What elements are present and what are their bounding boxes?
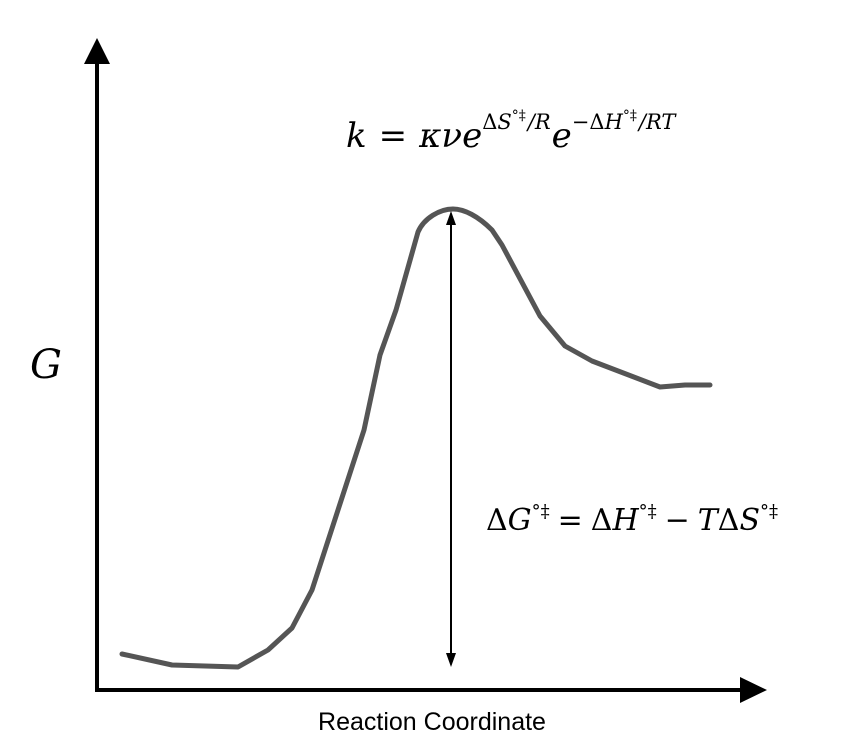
- rate-k: k: [346, 116, 367, 156]
- rate-exp2-tail: /RT: [637, 110, 678, 134]
- rate-equation: k = κνeΔS°‡/Re−ΔH°‡/RT: [346, 108, 677, 156]
- rate-exp1-superscript: °‡: [512, 108, 526, 124]
- gibbs-h-delta: Δ: [591, 503, 613, 538]
- gibbs-h-superscript: °‡: [639, 501, 657, 522]
- gibbs-s-symbol: S: [739, 503, 760, 538]
- x-axis-arrowhead: [740, 677, 767, 703]
- y-axis-arrowhead: [84, 38, 110, 64]
- gibbs-minus: −: [665, 503, 690, 538]
- barrier-arrow-bottom-head: [446, 653, 456, 667]
- x-axis-label: Reaction Coordinate: [318, 708, 546, 736]
- rate-exp2-sign: −: [572, 110, 590, 134]
- gibbs-s-superscript: °‡: [760, 501, 778, 522]
- rate-exp1-delta: Δ: [482, 110, 497, 134]
- barrier-arrow-top-head: [446, 211, 456, 225]
- rate-equals: =: [379, 116, 408, 156]
- gibbs-t-symbol: T: [698, 503, 720, 538]
- rate-exp2-symbol: H: [604, 110, 624, 134]
- rate-exp2-base: e: [552, 116, 572, 156]
- y-axis-label: G: [30, 342, 62, 388]
- rate-exp2-delta: Δ: [589, 110, 604, 134]
- free-energy-curve: [119, 206, 713, 670]
- gibbs-equation: ΔG°‡ = ΔH°‡ − TΔS°‡: [486, 501, 778, 538]
- rate-exp1-tail: /R: [526, 110, 551, 134]
- gibbs-lhs-delta: Δ: [486, 503, 508, 538]
- gibbs-h-symbol: H: [611, 503, 639, 538]
- gibbs-lhs-superscript: °‡: [532, 501, 550, 522]
- gibbs-lhs-symbol: G: [508, 503, 532, 538]
- rate-exp1-symbol: S: [497, 110, 511, 134]
- rate-prefactor: κν: [418, 116, 462, 156]
- rate-exp1-base: e: [462, 116, 482, 156]
- rate-exp2-superscript: °‡: [623, 108, 637, 124]
- gibbs-equals: =: [558, 503, 583, 538]
- gibbs-s-delta: Δ: [718, 503, 740, 538]
